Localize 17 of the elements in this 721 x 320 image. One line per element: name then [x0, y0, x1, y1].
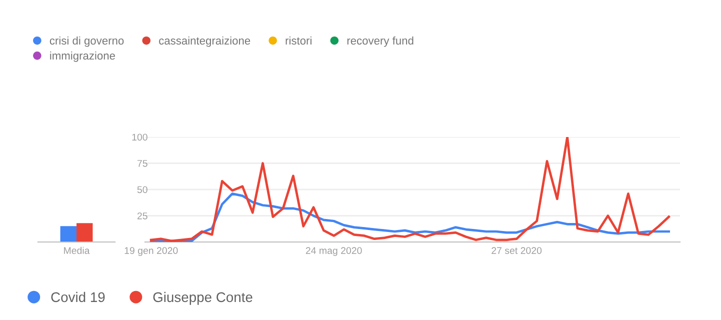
line-series: [150, 137, 670, 242]
x-tick-label: 24 mag 2020: [306, 247, 362, 256]
x-tick-label: Media: [64, 246, 90, 254]
legend-label: cassaintegraizione: [159, 36, 250, 47]
legend-label: crisi di governo: [50, 36, 124, 47]
line-series: [150, 192, 670, 242]
x-tick-label: 27 set 2020: [492, 247, 542, 254]
legend-label: immigrazione: [50, 51, 115, 62]
legend-label: Covid 19: [51, 292, 105, 302]
y-tick-label: 100: [132, 134, 148, 141]
legend-label: ristori: [286, 36, 312, 45]
legend-label: Giuseppe Conte: [153, 292, 252, 305]
y-tick-label: 75: [137, 160, 148, 167]
y-tick-label: 50: [137, 186, 148, 194]
x-tick-label: 19 gen 2020: [124, 247, 178, 256]
legend-label: recovery fund: [347, 36, 414, 47]
y-tick-label: 25: [137, 212, 148, 220]
